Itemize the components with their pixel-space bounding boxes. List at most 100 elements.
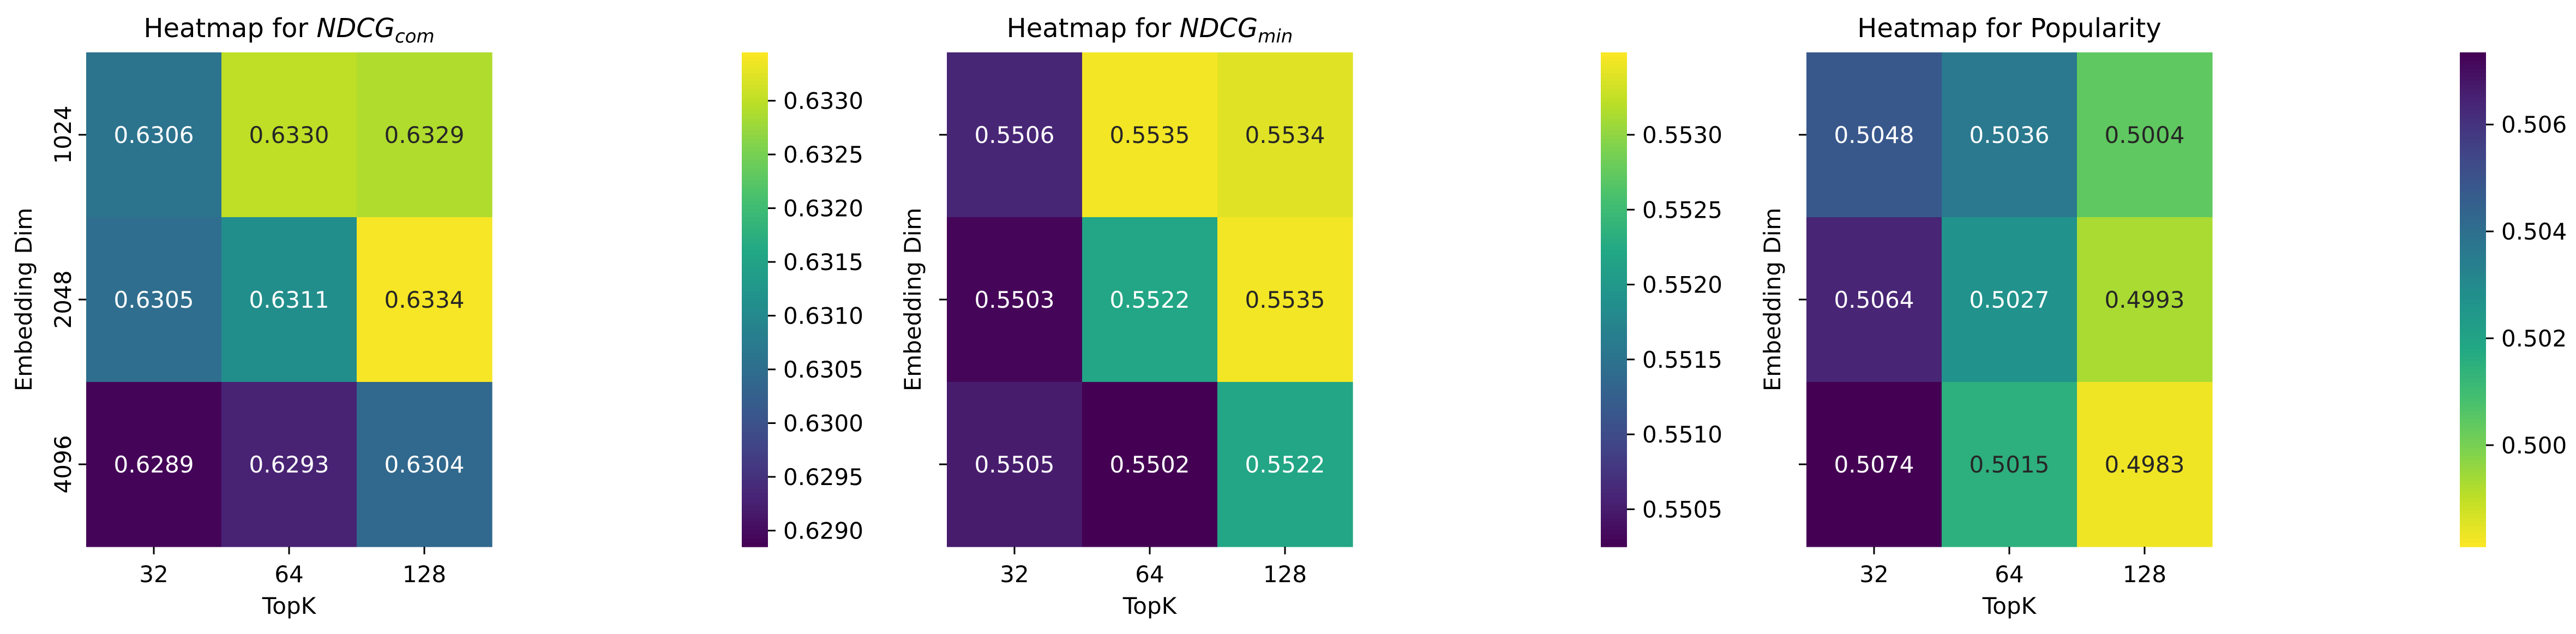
colorbar-segment [1601,234,1627,238]
colorbar-segment [1601,316,1627,321]
colorbar-segment [2460,64,2486,69]
colorbar-segment [1601,447,1627,453]
colorbar-segment [1601,208,1627,214]
colorbar-segment [2460,147,2486,152]
colorbar-segment [742,213,768,218]
colorbar-segment [742,283,768,288]
colorbar-segment [1601,147,1627,152]
x-tick-label: 32 [1000,561,1029,588]
heatmap-cell [1942,382,2077,547]
colorbar-segment [742,357,768,362]
heatmap-cell [86,52,222,218]
colorbar-segment [2460,538,2486,543]
colorbar-segment [742,510,768,515]
colorbar-segment [2460,542,2486,547]
colorbar-segment [2460,196,2486,201]
colorbar-segment [1601,114,1627,119]
colorbar-segment [1601,192,1627,198]
colorbar-tick-label: 0.5515 [1642,346,1722,373]
colorbar-segment [742,386,768,391]
heatmap-cell [1217,382,1353,547]
y-tick-label: 4096 [50,435,76,494]
colorbar-segment [1601,73,1627,78]
colorbar-segment [742,518,768,523]
colorbar-segment [1601,423,1627,428]
colorbar-segment [2460,130,2486,135]
colorbar-segment [742,291,768,296]
colorbar-segment [742,353,768,358]
cell-value-label: 0.5004 [2105,122,2185,148]
colorbar-tick-label: 0.6310 [783,303,863,330]
colorbar-segment [742,122,768,127]
colorbar-tick-label: 0.5505 [1642,496,1722,523]
colorbar-segment [1601,431,1627,436]
colorbar-segment [1601,274,1627,280]
heatmap-cell [1806,217,1942,382]
heatmap-cell [1942,52,2077,218]
colorbar-segment [1601,390,1627,395]
cell-value-label: 0.4993 [2105,286,2185,313]
colorbar-segment [2460,56,2486,61]
colorbar-segment [742,472,768,477]
colorbar-segment [1601,369,1627,374]
colorbar-segment [2460,435,2486,440]
colorbar-segment [1601,510,1627,515]
colorbar-segment [742,242,768,247]
colorbar-segment [1601,439,1627,445]
colorbar-segment [2460,456,2486,461]
colorbar-segment [2460,171,2486,177]
colorbar-segment [742,81,768,86]
colorbar-segment [742,56,768,61]
colorbar-segment [2460,406,2486,411]
cell-value-label: 0.6330 [249,122,329,148]
colorbar-tick-label: 0.5510 [1642,421,1722,448]
heatmap-cell [1082,52,1218,218]
colorbar-segment [742,262,768,267]
colorbar-segment [2460,73,2486,78]
colorbar-segment [1601,464,1627,469]
colorbar-segment [742,287,768,292]
cell-value-label: 0.5534 [1245,122,1325,148]
colorbar-segment [2460,254,2486,259]
colorbar-segment [2460,365,2486,370]
colorbar-segment [1601,159,1627,164]
colorbar-segment [742,295,768,300]
colorbar-tick-label: 0.6290 [783,517,863,544]
colorbar-segment [2460,464,2486,469]
colorbar-segment [2460,481,2486,486]
colorbar-segment [1601,361,1627,366]
colorbar-segment [1601,349,1627,354]
cell-value-label: 0.5506 [975,122,1055,148]
heatmap-cell [947,382,1083,547]
colorbar-segment [1601,69,1627,74]
colorbar-segment [2460,345,2486,350]
colorbar-segment [742,73,768,78]
chart-title: Heatmap for Popularity [1857,13,2161,44]
cell-value-label: 0.6334 [385,286,465,313]
colorbar-segment [2460,415,2486,420]
colorbar-segment [1601,217,1627,222]
colorbar-segment [742,418,768,424]
colorbar-tick-label: 0.6315 [783,249,863,276]
colorbar-segment [742,538,768,543]
colorbar-segment [1601,168,1627,172]
colorbar-segment [742,274,768,280]
colorbar-segment [742,324,768,329]
cell-value-label: 0.5074 [1834,451,1914,478]
colorbar-segment [1601,250,1627,255]
colorbar-segment [2460,258,2486,263]
colorbar-segment [742,192,768,198]
colorbar-segment [1601,538,1627,543]
colorbar-segment [1601,225,1627,230]
colorbar-segment [742,320,768,325]
colorbar-segment [2460,526,2486,531]
colorbar-segment [1601,118,1627,123]
colorbar-segment [2460,93,2486,98]
colorbar-segment [1601,345,1627,350]
colorbar-segment [2460,52,2486,57]
x-tick-label: 32 [1859,561,1888,588]
y-tick-label: 1024 [50,106,76,164]
colorbar-segment [2460,439,2486,445]
colorbar-segment [1601,444,1627,448]
